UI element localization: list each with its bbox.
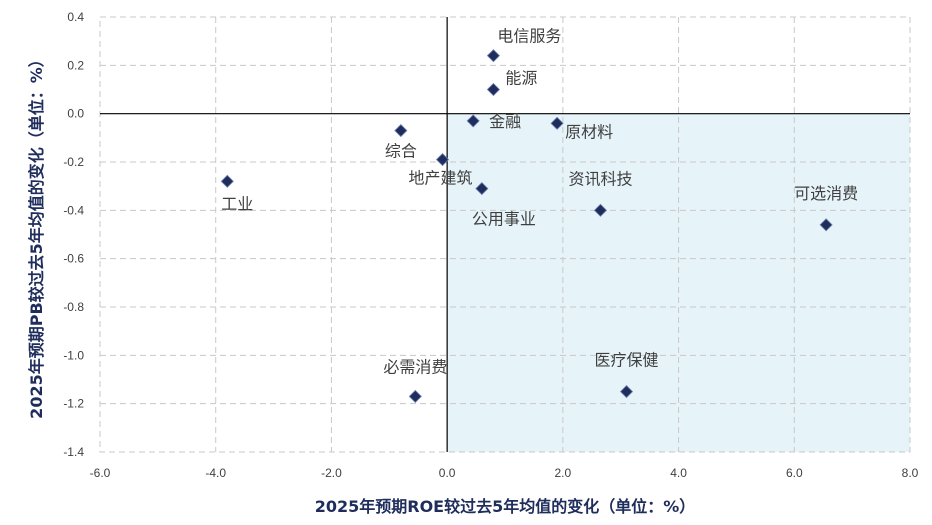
x-tick-label: -4.0	[205, 466, 226, 480]
x-tick-label: -2.0	[321, 466, 342, 480]
data-point-label: 能源	[505, 69, 537, 88]
data-point-marker	[819, 218, 833, 232]
data-point-label: 工业	[221, 194, 253, 213]
data-points	[220, 49, 833, 403]
data-point-label: 电信服务	[497, 27, 561, 46]
data-point-label: 医疗保健	[594, 351, 658, 370]
data-point-marker	[408, 389, 422, 403]
y-tick-label: -1.0	[63, 348, 84, 362]
data-point-label: 可选消费	[794, 184, 858, 203]
data-point-label: 综合	[385, 142, 417, 161]
x-tick-label: 2.0	[555, 466, 572, 480]
data-point-marker	[435, 153, 450, 167]
y-tick-label: -0.2	[63, 155, 84, 169]
data-point-marker	[486, 82, 500, 97]
x-tick-label: 4.0	[670, 466, 687, 480]
y-tick-label: 0.4	[67, 10, 84, 24]
y-tick-label: -0.4	[63, 203, 84, 217]
x-tick-label: 6.0	[786, 466, 803, 480]
data-point-marker	[466, 114, 480, 128]
y-tick-label: -0.8	[63, 300, 84, 314]
data-point-label: 地产建筑	[409, 169, 473, 188]
plot-frame	[99, 16, 911, 453]
data-point-marker	[220, 174, 234, 188]
x-tick-label: 8.0	[902, 466, 919, 480]
data-point-label: 必需消费	[383, 357, 447, 376]
grid	[100, 17, 910, 452]
data-point-marker	[475, 182, 489, 196]
x-axis-title: 2025年预期ROE较过去5年均值的变化（单位：%）	[315, 497, 696, 516]
y-tick-label: -0.6	[63, 252, 84, 266]
data-point-marker	[619, 385, 634, 399]
y-axis-title: 2025年预期PB较过去5年均值的变化（单位：%）	[27, 51, 46, 419]
data-point-label: 资讯科技	[568, 169, 632, 188]
y-tick-label: 0.0	[67, 107, 84, 121]
data-point-marker	[593, 203, 608, 217]
data-point-marker	[394, 124, 408, 138]
x-tick-labels: -6.0 -4.0 -2.0 0.0 2.0 4.0 6.0 8.0	[90, 466, 919, 480]
data-point-label: 公用事业	[472, 210, 536, 229]
y-tick-label: -1.2	[63, 397, 84, 411]
data-point-label: 金融	[489, 112, 521, 131]
y-tick-labels: 0.4 0.2 0.0 -0.2 -0.4 -0.6 -0.8 -1.0 -1.2 -1.4	[63, 10, 84, 459]
y-tick-label: 0.2	[67, 58, 84, 72]
y-tick-label: -1.4	[63, 445, 84, 459]
data-point-label: 原材料	[565, 122, 613, 141]
x-tick-label: 0.0	[439, 466, 456, 480]
data-point-marker	[486, 49, 500, 63]
data-point-marker	[550, 116, 564, 130]
x-tick-label: -6.0	[90, 466, 111, 480]
